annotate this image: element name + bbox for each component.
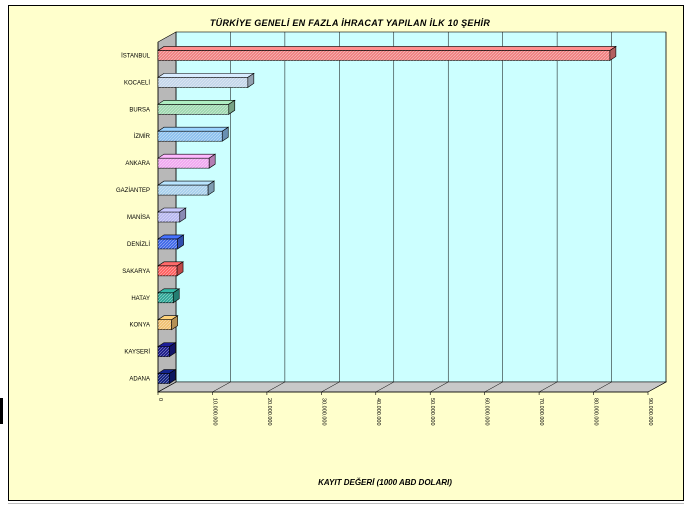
bar xyxy=(157,368,177,385)
gridline xyxy=(593,32,612,393)
bar xyxy=(157,99,236,115)
x-tick-label: 80.000.000 xyxy=(593,398,599,426)
bar xyxy=(157,342,177,358)
x-tick-label: 30.000.000 xyxy=(320,398,326,426)
bar xyxy=(157,45,617,62)
bar xyxy=(157,315,179,331)
x-tick-label: 20.000.000 xyxy=(266,398,272,426)
chart-title: TÜRKİYE GENELİ EN FAZLA İHRACAT YAPILAN … xyxy=(209,18,491,28)
plot-floor xyxy=(156,381,668,393)
category-label: HATAY xyxy=(131,296,150,302)
category-label: GAZİANTEP xyxy=(116,187,150,194)
category-label: SAKARYA xyxy=(122,269,150,275)
gridline xyxy=(538,32,558,393)
bar xyxy=(157,261,185,277)
category-label: MANİSA xyxy=(127,214,150,221)
gridline xyxy=(430,32,449,393)
bar xyxy=(157,288,181,304)
category-label: ADANA xyxy=(129,377,150,383)
gridline xyxy=(375,32,395,393)
x-tick-label: 10.000.000 xyxy=(211,398,217,426)
bar xyxy=(157,126,230,142)
bar xyxy=(157,180,216,196)
x-tick-label: 60.000.000 xyxy=(484,398,490,426)
x-tick-label: 70.000.000 xyxy=(538,398,544,426)
gridline xyxy=(484,32,503,393)
x-tick-label: 40.000.000 xyxy=(375,398,381,426)
gridline xyxy=(157,32,177,393)
x-axis-label: KAYIT DEĞERİ (1000 ABD DOLARI) xyxy=(318,478,452,487)
bar xyxy=(157,207,187,223)
category-label: İSTANBUL xyxy=(121,52,151,59)
corner-mark xyxy=(0,398,6,424)
gridline xyxy=(212,32,231,393)
category-label: ANKARA xyxy=(125,161,150,167)
gridline xyxy=(321,32,340,393)
category-label: KONYA xyxy=(129,323,150,329)
x-tick-label: 50.000.000 xyxy=(429,398,435,426)
gridline xyxy=(266,32,286,393)
category-label: DENİZLİ xyxy=(127,241,150,248)
category-label: BURSA xyxy=(129,107,150,113)
bottom-rule xyxy=(8,503,684,504)
bar xyxy=(157,153,217,169)
plot-back-wall xyxy=(175,31,667,383)
x-tick-label: 90.000.000 xyxy=(647,398,653,426)
category-label: KOCAELİ xyxy=(124,79,150,86)
category-label: KAYSERİ xyxy=(124,349,150,356)
gridline xyxy=(647,32,667,393)
x-tick-label: 0 xyxy=(157,398,163,401)
bar xyxy=(157,72,255,88)
category-label: İZMİR xyxy=(134,133,151,140)
bar xyxy=(157,234,185,250)
